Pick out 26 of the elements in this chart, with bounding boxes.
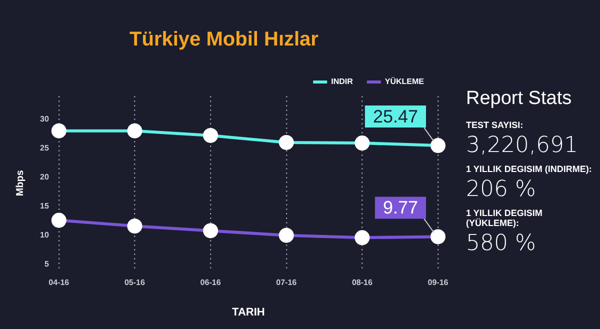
x-tick-label: 04-16 bbox=[48, 278, 70, 288]
legend-label: YÜKLEME bbox=[384, 77, 425, 86]
y-tick-label: 10 bbox=[40, 230, 50, 240]
y-tick-label: 15 bbox=[40, 202, 50, 211]
y-axis-title: Mbps bbox=[14, 170, 26, 196]
x-tick-label: 07-16 bbox=[276, 278, 298, 288]
data-label: 25.47 bbox=[372, 106, 418, 126]
x-axis-title: TARIH bbox=[232, 306, 265, 318]
chart-title: Türkiye Mobil Hızlar bbox=[130, 28, 319, 51]
y-tick-label: 30 bbox=[40, 114, 50, 124]
annotation: 3,220,691 bbox=[466, 133, 579, 158]
y-tick-label: 5 bbox=[44, 260, 50, 269]
annotation: 1 YILLIK DEGISIM (YÜKLEME): bbox=[466, 208, 544, 228]
annotation: 1 YILLIK DEGISIM (INDIRME): bbox=[466, 164, 593, 174]
data-label: 9.77 bbox=[382, 198, 418, 218]
x-tick-label: 06-16 bbox=[200, 278, 222, 288]
annotation: Report Stats bbox=[466, 88, 573, 110]
x-tick-label: 09-16 bbox=[428, 278, 449, 288]
annotation: TEST SAYISI: bbox=[466, 120, 524, 130]
legend-label: INDIR bbox=[331, 77, 354, 86]
y-tick-label: 20 bbox=[40, 172, 50, 182]
annotation: 206 % bbox=[466, 177, 537, 202]
x-tick-label: 08-16 bbox=[352, 278, 373, 288]
x-tick-label: 05-16 bbox=[124, 278, 146, 288]
annotation: 580 % bbox=[466, 231, 537, 256]
y-tick-label: 25 bbox=[40, 143, 50, 152]
